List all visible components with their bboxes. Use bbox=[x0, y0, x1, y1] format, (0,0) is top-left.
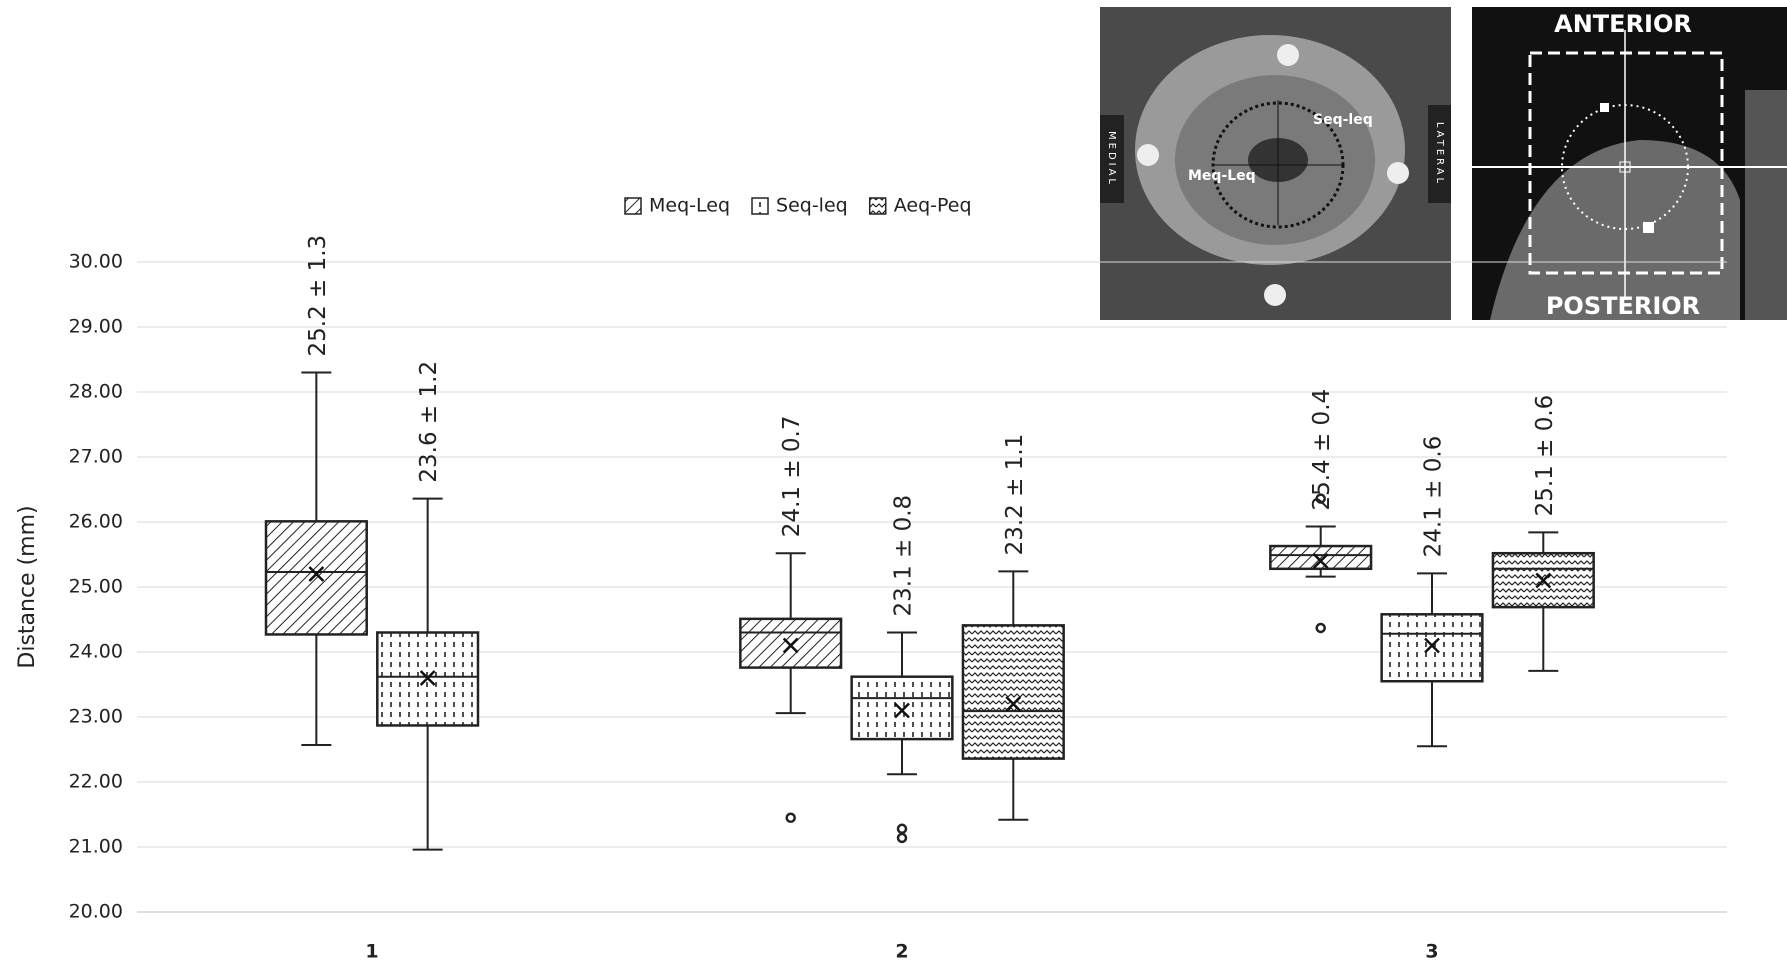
box-group bbox=[1270, 495, 1371, 632]
y-tick-label: 25.00 bbox=[69, 576, 123, 598]
box bbox=[740, 619, 841, 668]
mean-label: 25.2 ± 1.3 bbox=[305, 235, 331, 357]
box-group bbox=[852, 633, 953, 842]
mean-label: 23.6 ± 1.2 bbox=[416, 361, 442, 483]
inset-left: Seq-leq Meq-Leq MEDIAL LATERAL bbox=[1100, 7, 1451, 320]
chart: Seq-leq Meq-Leq MEDIAL LATERAL ANTERIOR … bbox=[0, 0, 1787, 968]
inset-label: Meq-Leq bbox=[1188, 168, 1256, 184]
box bbox=[852, 677, 953, 739]
mean-label: 25.4 ± 0.4 bbox=[1309, 389, 1335, 511]
legend-swatch bbox=[752, 198, 768, 214]
x-tick-label: 2 bbox=[895, 941, 908, 963]
y-tick-label: 22.00 bbox=[69, 771, 123, 793]
y-tick-label: 30.00 bbox=[69, 251, 123, 273]
box-group bbox=[266, 373, 367, 745]
inset-label: POSTERIOR bbox=[1546, 292, 1700, 320]
mean-label: 24.1 ± 0.6 bbox=[1421, 436, 1447, 558]
mean-label: 25.1 ± 0.6 bbox=[1532, 395, 1558, 517]
inset-right: ANTERIOR POSTERIOR bbox=[1472, 7, 1787, 320]
box-group bbox=[1382, 573, 1483, 746]
legend-label: Aeq-Peq bbox=[894, 195, 972, 217]
mean-label: 23.2 ± 1.1 bbox=[1002, 434, 1028, 556]
y-tick-label: 23.00 bbox=[69, 706, 123, 728]
y-axis-label: Distance (mm) bbox=[15, 505, 40, 668]
inset-label: LATERAL bbox=[1434, 122, 1445, 186]
x-tick-label: 1 bbox=[365, 941, 378, 963]
y-tick-label: 28.00 bbox=[69, 381, 123, 403]
box-group bbox=[377, 499, 478, 850]
box bbox=[963, 625, 1064, 758]
box bbox=[266, 521, 367, 634]
y-tick-label: 24.00 bbox=[69, 641, 123, 663]
box bbox=[1270, 546, 1371, 569]
y-tick-label: 27.00 bbox=[69, 446, 123, 468]
outlier bbox=[898, 825, 906, 833]
box-group bbox=[740, 553, 841, 822]
outlier bbox=[1317, 624, 1325, 632]
legend-swatch bbox=[625, 198, 641, 214]
y-tick-label: 20.00 bbox=[69, 901, 123, 923]
legend-label: Seq-leq bbox=[776, 195, 848, 217]
legend-swatch bbox=[870, 198, 886, 214]
box-group bbox=[1493, 532, 1594, 670]
inset-label: MEDIAL bbox=[1106, 131, 1117, 187]
outlier bbox=[898, 834, 906, 842]
outlier bbox=[787, 814, 795, 822]
y-tick-label: 26.00 bbox=[69, 511, 123, 533]
legend-label: Meq-Leq bbox=[649, 195, 730, 217]
mean-label: 23.1 ± 0.8 bbox=[891, 495, 917, 617]
inset-label: ANTERIOR bbox=[1554, 10, 1692, 38]
mean-label: 24.1 ± 0.7 bbox=[779, 416, 805, 538]
inset-label: Seq-leq bbox=[1313, 112, 1373, 128]
box bbox=[1382, 614, 1483, 681]
y-tick-label: 29.00 bbox=[69, 316, 123, 338]
x-tick-label: 3 bbox=[1425, 941, 1438, 963]
y-tick-label: 21.00 bbox=[69, 836, 123, 858]
